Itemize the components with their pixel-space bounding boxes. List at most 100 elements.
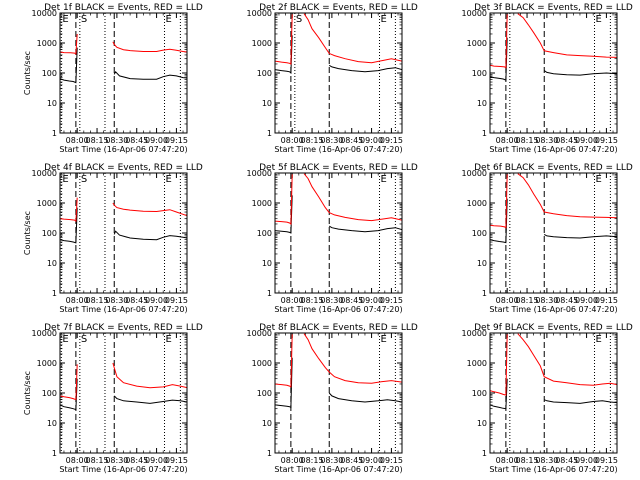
- events-series-line: [275, 357, 293, 409]
- y-tick-label: 100: [472, 229, 487, 238]
- plot-frame: [274, 332, 403, 454]
- plot-area: [60, 333, 187, 453]
- plot-area: [275, 13, 402, 133]
- marker-label: E: [381, 14, 387, 25]
- y-tick-label: 100: [257, 389, 272, 398]
- x-axis-label: Start Time (16-Apr-06 07:47:20): [274, 145, 402, 154]
- chart-panel-6: Det 6f BLACK = Events, RED = LLD 1 10 100 10…: [462, 163, 633, 314]
- x-tick-label: 08:15: [516, 136, 539, 145]
- chart-title: Det 3f BLACK = Events, RED = LLD: [474, 3, 633, 13]
- marker-label: E: [166, 334, 172, 345]
- y-tick-label: 1: [482, 289, 487, 298]
- y-tick-label: 10: [47, 99, 57, 108]
- y-tick-label: 1000: [37, 39, 57, 48]
- plot-frame: [59, 172, 188, 294]
- events-series-line: [113, 395, 187, 404]
- x-axis-label: Start Time (16-Apr-06 07:47:20): [274, 465, 402, 474]
- plot-frame: [489, 332, 618, 454]
- lld-series-line: [60, 197, 78, 223]
- events-series-line: [113, 230, 187, 241]
- marker-label: E: [381, 174, 387, 185]
- lld-series-line: [517, 173, 617, 219]
- plot-frame: [489, 12, 618, 134]
- chart-title: Det 5f BLACK = Events, RED = LLD: [259, 163, 418, 173]
- lld-series-line: [517, 333, 617, 386]
- x-tick-label: 08:00: [66, 456, 89, 465]
- lld-series-line: [275, 334, 293, 388]
- lld-series-line: [490, 334, 508, 396]
- marker-label: E: [62, 14, 68, 25]
- y-tick-label: 1000: [252, 199, 272, 208]
- events-series-line: [544, 399, 617, 404]
- events-series-line: [328, 392, 402, 403]
- x-tick-label: 09:00: [575, 296, 598, 305]
- chart-title: Det 8f BLACK = Events, RED = LLD: [259, 323, 418, 333]
- plot-area: [490, 333, 617, 453]
- x-tick-label: 08:45: [555, 296, 578, 305]
- events-series-line: [328, 64, 402, 73]
- y-tick-label: 10000: [462, 9, 487, 18]
- x-tick-label: 08:30: [320, 296, 343, 305]
- lld-series-line: [490, 14, 508, 69]
- x-tick-label: 08:00: [281, 136, 304, 145]
- x-tick-label: 09:15: [165, 456, 188, 465]
- events-series-line: [328, 225, 402, 233]
- x-tick-label: 08:00: [281, 456, 304, 465]
- y-tick-label: 1: [482, 449, 487, 458]
- y-tick-label: 1000: [467, 359, 487, 368]
- y-tick-label: 10000: [247, 9, 272, 18]
- y-tick-label: 10: [262, 99, 272, 108]
- x-tick-label: 09:00: [360, 136, 383, 145]
- x-tick-label: 08:00: [66, 136, 89, 145]
- y-tick-label: 100: [257, 69, 272, 78]
- y-axis-label: Counts/sec: [23, 51, 32, 95]
- y-tick-label: 1000: [467, 199, 487, 208]
- x-tick-label: 08:30: [320, 456, 343, 465]
- x-tick-label: 09:15: [165, 296, 188, 305]
- marker-label: E: [166, 14, 172, 25]
- x-tick-label: 09:00: [145, 136, 168, 145]
- x-axis-label: Start Time (16-Apr-06 07:47:20): [59, 145, 187, 154]
- chart-panel-2: Det 2f BLACK = Events, RED = LLD 1 10 100 10…: [247, 3, 418, 154]
- x-tick-label: 08:45: [340, 456, 363, 465]
- plot-area: [490, 13, 617, 133]
- x-tick-label: 08:15: [516, 296, 539, 305]
- events-series-line: [60, 47, 78, 84]
- plot-area: [275, 333, 402, 453]
- lld-series-line: [275, 14, 293, 65]
- events-series-line: [113, 70, 187, 80]
- x-tick-label: 09:15: [595, 456, 618, 465]
- events-series-line: [60, 207, 78, 244]
- y-tick-label: 1000: [252, 39, 272, 48]
- lld-series-line: [60, 33, 78, 55]
- marker-label: E: [62, 334, 68, 345]
- chart-title: Det 4f BLACK = Events, RED = LLD: [44, 163, 203, 173]
- x-tick-label: 08:30: [320, 136, 343, 145]
- chart-panel-3: Det 3f BLACK = Events, RED = LLD 1 10 100 10…: [462, 3, 633, 154]
- plot-frame: [489, 172, 618, 294]
- y-tick-label: 10: [47, 259, 57, 268]
- x-tick-label: 08:45: [555, 456, 578, 465]
- x-tick-label: 08:15: [301, 456, 324, 465]
- x-tick-label: 09:15: [595, 136, 618, 145]
- chart-panel-9: Det 9f BLACK = Events, RED = LLD 1 10 100 10…: [462, 323, 633, 474]
- plot-area: [60, 13, 187, 133]
- chart-panel-5: Det 5f BLACK = Events, RED = LLD 1 10 100 10…: [247, 163, 418, 314]
- x-tick-label: 08:00: [496, 136, 519, 145]
- marker-label: E: [596, 334, 602, 345]
- y-tick-label: 1000: [37, 199, 57, 208]
- marker-label: E: [381, 334, 387, 345]
- events-series-line: [275, 35, 293, 75]
- x-axis-label: Start Time (16-Apr-06 07:47:20): [59, 465, 187, 474]
- y-axis-label: Counts/sec: [23, 371, 32, 415]
- lld-series-line: [112, 202, 187, 217]
- plot-area: [60, 173, 187, 293]
- y-tick-label: 10000: [247, 329, 272, 338]
- y-tick-label: 1: [267, 449, 272, 458]
- lld-series-line: [275, 174, 293, 225]
- x-tick-label: 09:15: [380, 136, 403, 145]
- x-tick-label: 09:00: [145, 296, 168, 305]
- marker-label: S: [81, 334, 87, 345]
- x-tick-label: 08:15: [86, 296, 109, 305]
- y-tick-label: 10: [262, 419, 272, 428]
